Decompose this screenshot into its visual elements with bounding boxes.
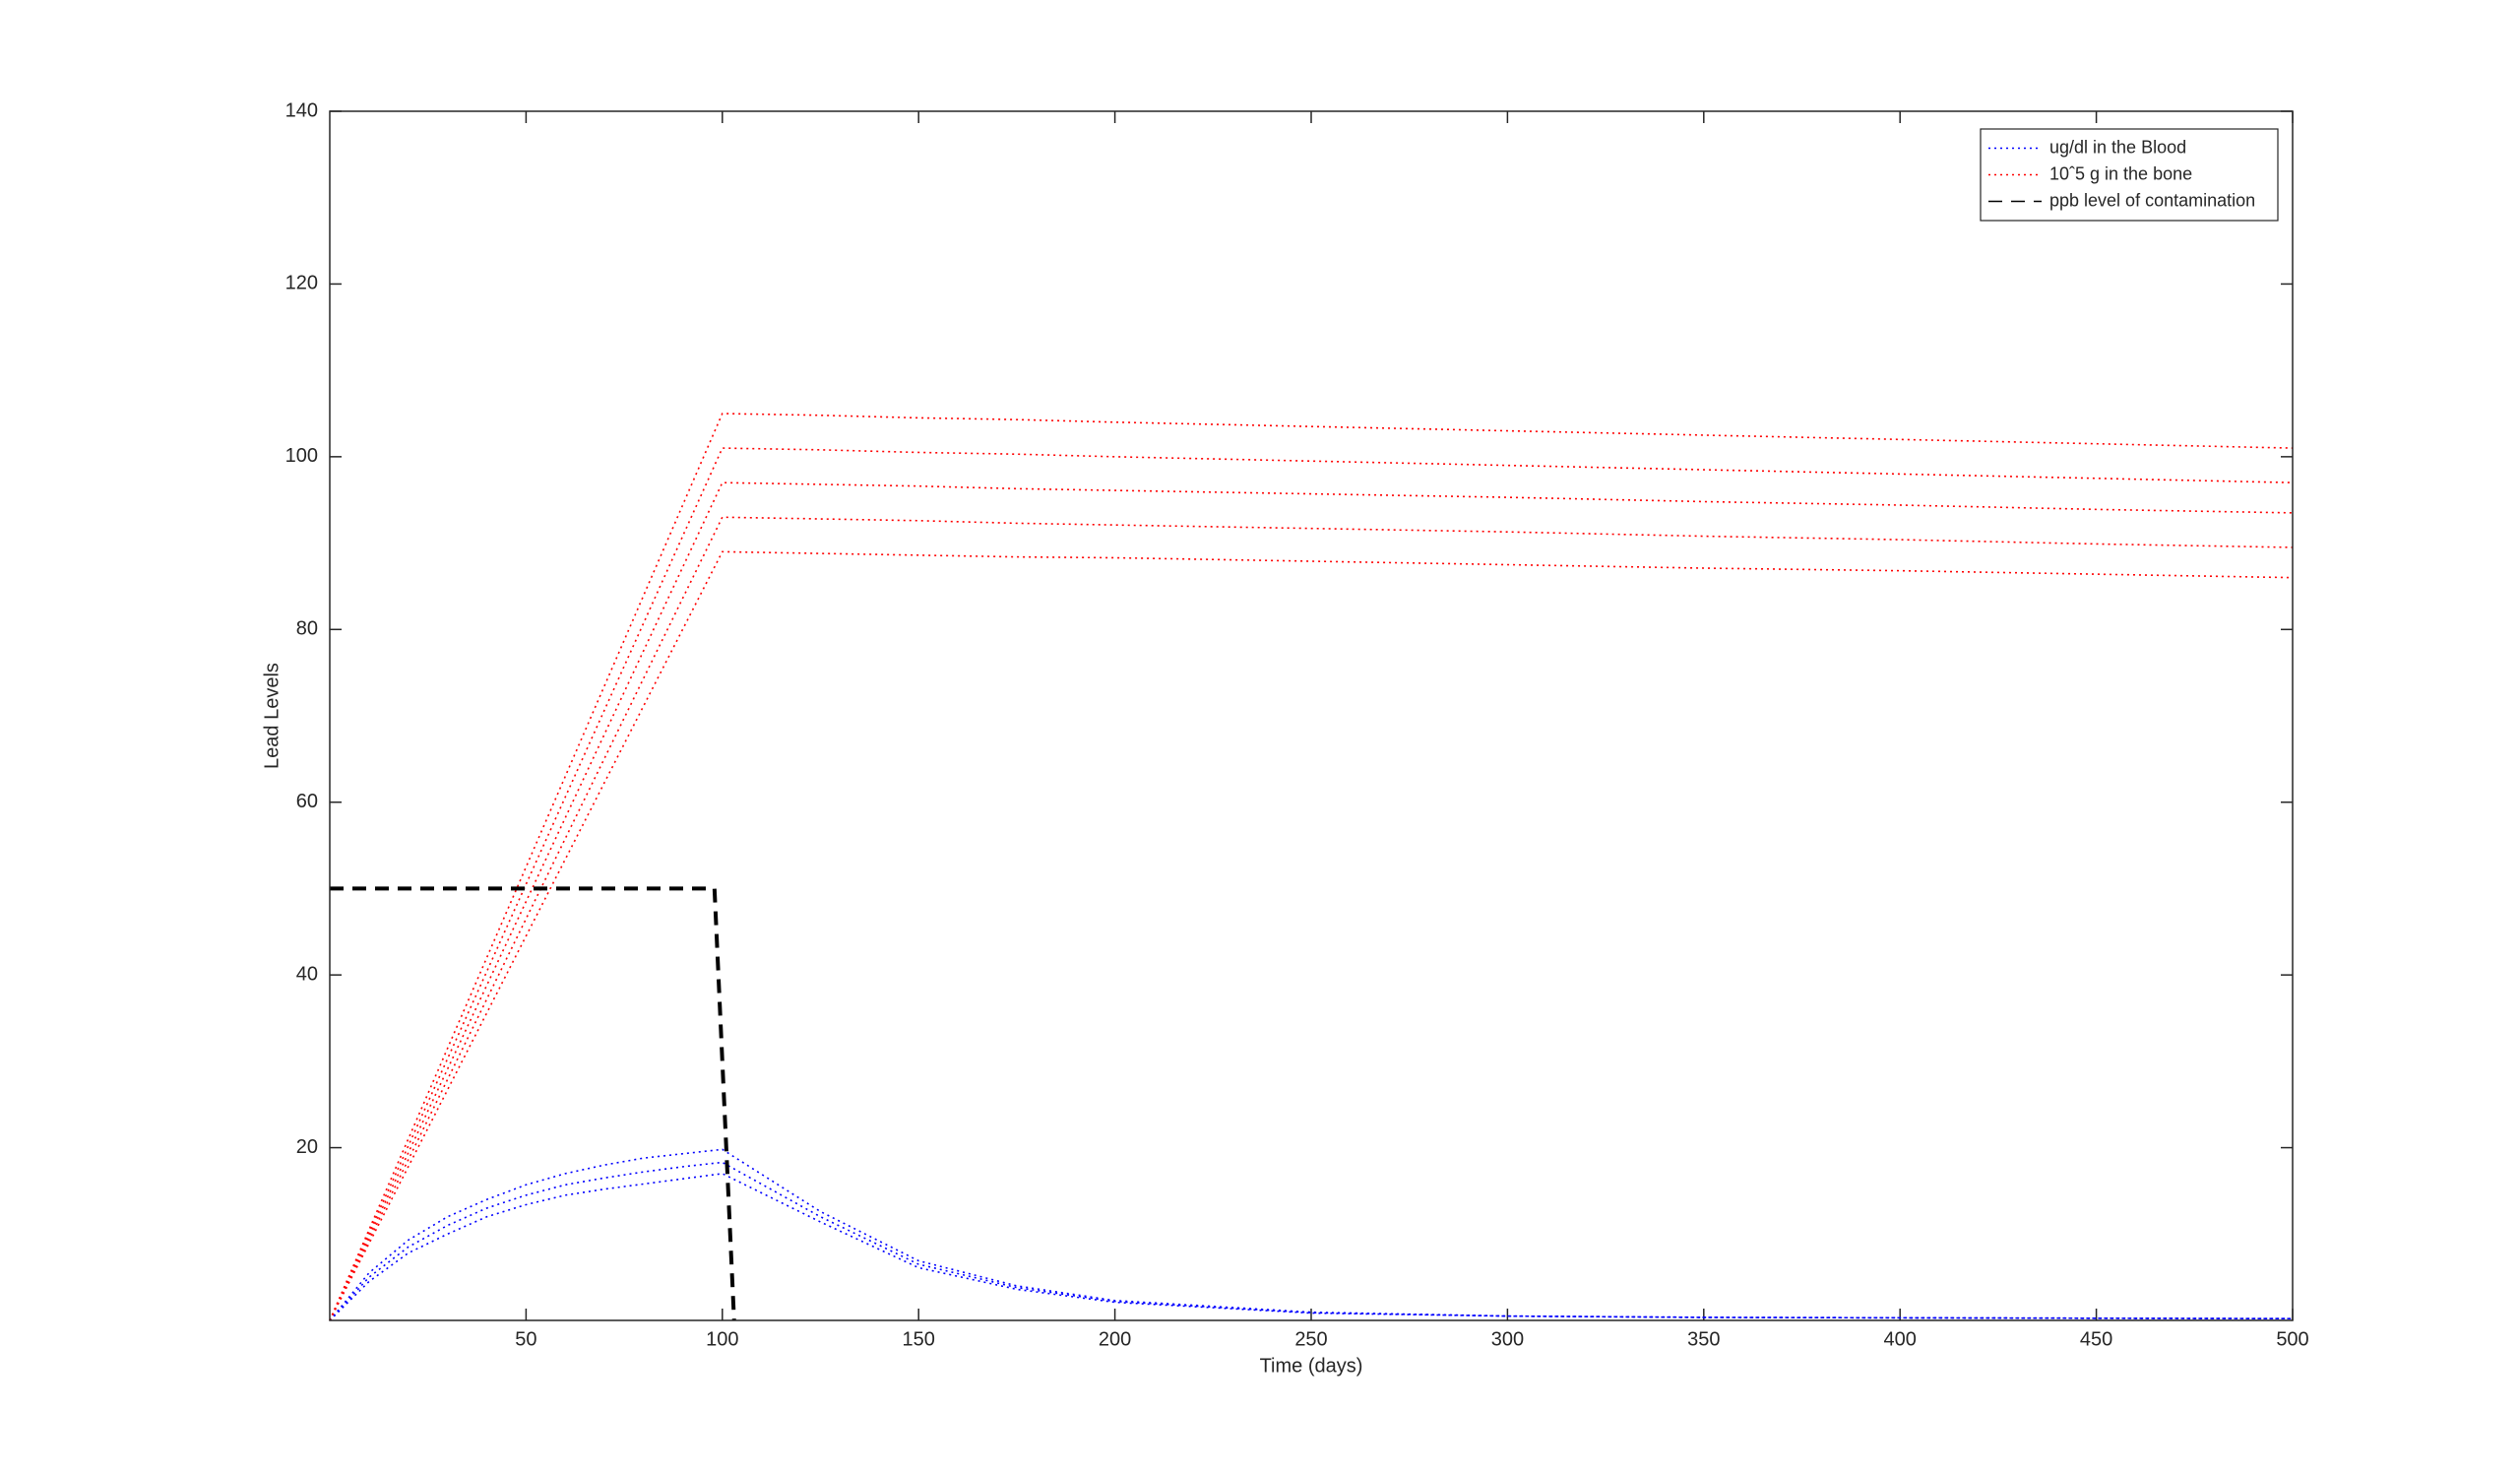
x-tick-label: 50 [515, 1328, 536, 1350]
x-tick-label: 350 [1687, 1328, 1720, 1350]
data-line [329, 1173, 2294, 1321]
plot-area [330, 111, 2293, 1320]
x-tick-label: 400 [1884, 1328, 1917, 1350]
x-tick-label: 100 [706, 1328, 738, 1350]
x-axis-label: Time (days) [1260, 1355, 1363, 1377]
y-tick-label: 80 [296, 618, 318, 640]
y-tick-label: 60 [296, 791, 318, 812]
x-tick-label: 450 [2080, 1328, 2112, 1350]
y-tick-label: 120 [285, 273, 318, 294]
legend-label: ppb level of contamination [2049, 190, 2255, 210]
x-tick-label: 200 [1099, 1328, 1131, 1350]
y-tick-label: 20 [296, 1136, 318, 1158]
data-line [329, 413, 2294, 1321]
legend-label: 10ˆ5 g in the bone [2049, 163, 2192, 183]
y-tick-label: 140 [285, 99, 318, 121]
x-tick-label: 250 [1294, 1328, 1327, 1350]
data-line [329, 550, 2294, 1321]
data-line [329, 1148, 2294, 1321]
x-tick-label: 500 [2276, 1328, 2308, 1350]
y-tick-label: 40 [296, 963, 318, 985]
x-tick-label: 150 [903, 1328, 935, 1350]
x-tick-label: 300 [1491, 1328, 1524, 1350]
axes-box [329, 110, 2294, 1321]
y-tick-label: 100 [285, 445, 318, 467]
data-line [329, 447, 2294, 1321]
y-axis-label: Lead Levels [261, 663, 283, 769]
legend-label: ug/dl in the Blood [2049, 137, 2186, 157]
data-line [329, 481, 2294, 1321]
data-line [329, 1161, 2294, 1321]
